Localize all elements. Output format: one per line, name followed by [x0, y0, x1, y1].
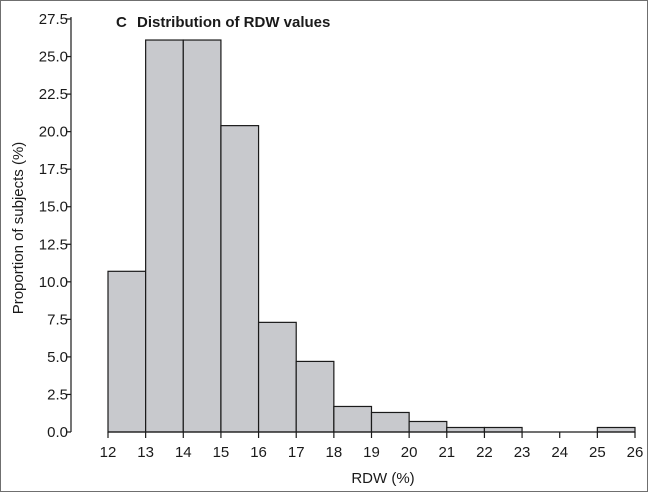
- histogram-bar: [446, 426, 486, 433]
- histogram-bar: [333, 405, 373, 433]
- y-tick-label: 10.0: [39, 274, 68, 291]
- y-tick-label: 2.5: [47, 386, 68, 403]
- x-tick-label: 12: [100, 444, 117, 461]
- histogram-bar: [145, 39, 184, 433]
- y-tick-label: 0.0: [47, 424, 68, 441]
- y-tick-label: 12.5: [39, 236, 68, 253]
- x-tick-label: 16: [250, 444, 267, 461]
- histogram-bar: [182, 39, 222, 433]
- histogram-bar: [220, 125, 260, 433]
- histogram-bar: [295, 360, 335, 433]
- y-tick-label: 15.0: [39, 199, 68, 216]
- x-tick-label: 26: [627, 444, 644, 461]
- y-tick-label: 22.5: [39, 86, 68, 103]
- x-tick-label: 22: [476, 444, 493, 461]
- y-tick-label: 25.0: [39, 49, 68, 66]
- histogram-bar: [483, 426, 523, 433]
- x-tick-label: 17: [288, 444, 305, 461]
- histogram-bar: [596, 426, 636, 433]
- x-tick-label: 14: [175, 444, 192, 461]
- x-tick-label: 13: [137, 444, 154, 461]
- x-tick-label: 19: [363, 444, 380, 461]
- x-tick-label: 25: [589, 444, 606, 461]
- x-axis-title: RDW (%): [351, 470, 414, 487]
- y-tick-label: 7.5: [47, 311, 68, 328]
- y-tick-label: 20.0: [39, 124, 68, 141]
- x-tick-label: 24: [551, 444, 568, 461]
- y-tick-label: 5.0: [47, 349, 68, 366]
- histogram-bar: [257, 321, 297, 433]
- panel-label: C: [116, 14, 127, 31]
- histogram-bar: [107, 270, 147, 433]
- y-axis-title: Proportion of subjects (%): [10, 142, 27, 315]
- chart-title: Distribution of RDW values: [137, 14, 330, 31]
- x-ticks-group: 12 13 14 15 16 17 18 19 20 21 22 23 24 25 26: [100, 432, 644, 461]
- x-tick-label: 18: [326, 444, 343, 461]
- x-tick-label: 20: [401, 444, 418, 461]
- x-tick-label: 15: [213, 444, 230, 461]
- y-tick-label: 27.5: [39, 11, 68, 28]
- x-tick-label: 21: [438, 444, 455, 461]
- histogram-bar: [370, 411, 410, 433]
- y-tick-label: 17.5: [39, 161, 68, 178]
- x-tick-label: 23: [514, 444, 531, 461]
- histogram-bar: [408, 420, 448, 433]
- bars-group: [107, 39, 636, 433]
- y-ticks-group: 0.0 2.5 5.0 7.5 10.0 12.5 15.0 17.5 20.0 22.5 25.0…: [39, 11, 71, 441]
